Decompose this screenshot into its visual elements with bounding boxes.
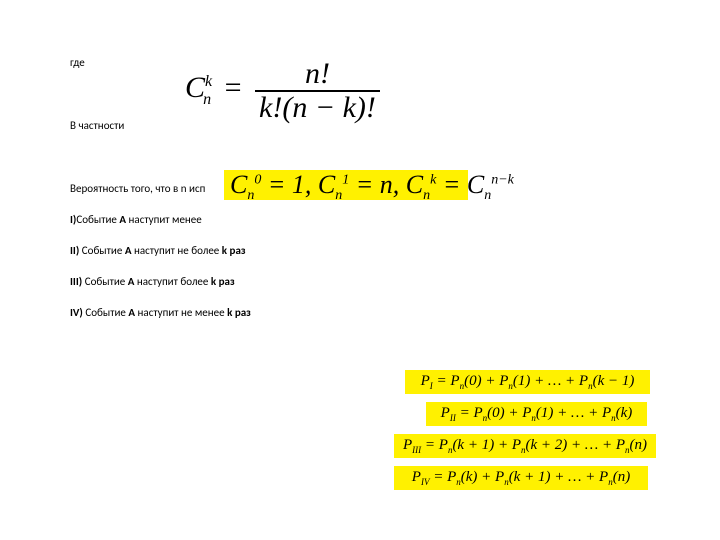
formula-p4: PIV = Pn(k) + Pn(k + 1) + … + Pn(n) (394, 469, 648, 486)
formula-p1: PI = Pn(0) + Pn(1) + … + Pn(k − 1) (405, 373, 650, 390)
case-1: I)Событие А наступит менее (70, 213, 202, 226)
label-in-particular: В частности (70, 119, 124, 132)
case-3: III) Событие А наступит более k раз (70, 275, 235, 288)
identities-formula: Cn0 = 1, Cn1 = n, Cnk = Cnn−k (230, 170, 514, 200)
symbol-equals: = (219, 71, 248, 104)
case-4: IV) Событие А наступит не менее k раз (70, 306, 251, 319)
formula-p2: PII = Pn(0) + Pn(1) + … + Pn(k) (426, 405, 647, 422)
slide: где В частности Ckn = n! k!(n − k)! Cn0 … (0, 0, 720, 540)
formula-p3: PIII = Pn(k + 1) + Pn(k + 2) + … + Pn(n) (394, 437, 656, 454)
denominator: k!(n − k)! (255, 92, 380, 124)
fraction: n! k!(n − k)! (255, 58, 380, 123)
case-2: II) Событие А наступит не более k раз (70, 244, 246, 257)
symbol-C: Ckn (185, 71, 211, 104)
numerator: n! (255, 58, 380, 92)
prob-intro: Вероятность того, что в n исп (70, 182, 205, 195)
binomial-formula: Ckn = n! k!(n − k)! (185, 58, 380, 123)
label-where: где (70, 56, 85, 69)
